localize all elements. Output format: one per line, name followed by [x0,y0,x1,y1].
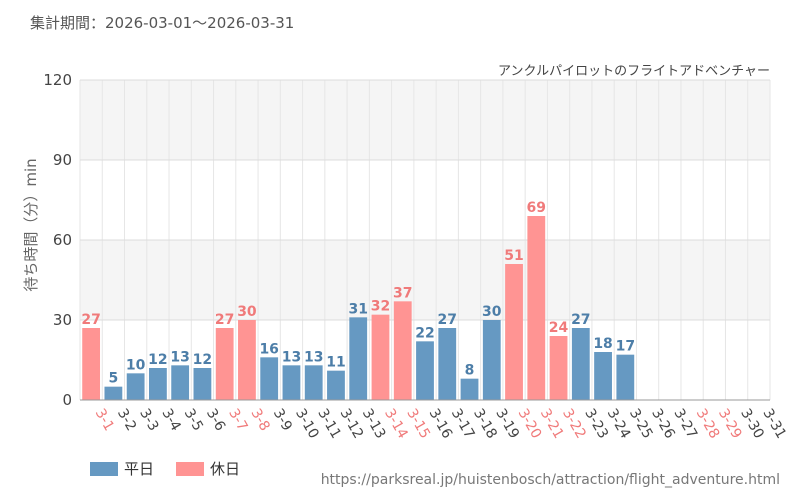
data-label: 13 [170,349,189,365]
bar [594,352,612,400]
data-label: 16 [259,341,278,357]
x-tick-label: 3-8 [247,406,272,434]
bar [482,320,501,400]
bar [104,386,123,400]
x-tick-label: 3-3 [136,406,161,434]
bar [193,368,212,400]
data-label: 10 [126,357,146,373]
bar [304,365,323,400]
legend: 平日 休日 [90,458,262,479]
data-label: 27 [81,312,100,328]
bar [438,328,457,400]
legend-swatch-weekday [90,461,118,476]
bar [327,370,345,400]
data-label: 18 [593,336,612,352]
x-tick-label: 3-4 [158,406,183,434]
data-label: 8 [465,363,475,379]
bar [171,365,190,400]
x-tick-label: 3-9 [270,406,295,434]
data-label: 69 [527,200,546,216]
data-label: 12 [193,352,212,368]
bar [571,328,590,400]
data-label: 22 [415,325,434,341]
bar [505,264,523,400]
bar [416,341,434,400]
y-tick-label: 30 [53,311,72,329]
data-label: 27 [438,312,457,328]
data-label: 11 [326,355,345,371]
data-label: 30 [237,304,257,320]
data-label: 12 [148,352,167,368]
x-tick-label: 3-6 [203,406,228,434]
bar [527,216,546,400]
bar [282,365,301,400]
y-tick-label: 90 [53,151,72,169]
bar [82,328,101,400]
grid-band [80,240,770,320]
data-label: 30 [482,304,502,320]
y-axis-label: 待ち時間（分）min [22,158,40,291]
data-label: 37 [393,285,412,301]
legend-swatch-holiday [176,461,205,476]
bar [149,368,167,400]
bar [215,328,234,400]
x-tick-label: 3-1 [92,406,117,434]
bar [238,320,256,400]
data-label: 17 [616,339,635,355]
bar [349,317,368,400]
legend-item-weekday: 平日 [90,458,154,479]
data-label: 24 [549,320,569,336]
source-url: https://parksreal.jp/huistenbosch/attrac… [320,472,780,488]
data-label: 5 [109,371,119,387]
bar [549,336,568,400]
x-tick-label: 3-7 [225,406,250,434]
x-tick-label: 3-31 [759,406,789,442]
data-label: 27 [571,312,590,328]
data-label: 27 [215,312,234,328]
y-tick-label: 0 [62,391,72,409]
data-label: 31 [348,301,367,317]
bar [371,314,390,400]
grid-band [80,80,770,160]
data-label: 13 [304,349,323,365]
legend-item-holiday: 休日 [176,458,240,479]
legend-label-holiday: 休日 [210,460,241,478]
bar [393,301,412,400]
legend-label-weekday: 平日 [124,460,155,478]
bar [460,378,479,400]
data-label: 51 [504,248,523,264]
y-tick-label: 60 [53,231,72,249]
bar [126,373,145,400]
y-tick-label: 120 [43,71,72,89]
data-label: 32 [371,299,390,315]
x-tick-label: 3-2 [114,406,139,434]
chart-title: アンクルパイロットのフライトアドベンチャー [498,64,770,79]
bar [616,354,635,400]
bar [260,357,279,400]
data-label: 13 [282,349,301,365]
x-tick-label: 3-5 [181,406,206,434]
period-label: 集計期間：2026-03-01～2026-03-31 [30,14,295,32]
